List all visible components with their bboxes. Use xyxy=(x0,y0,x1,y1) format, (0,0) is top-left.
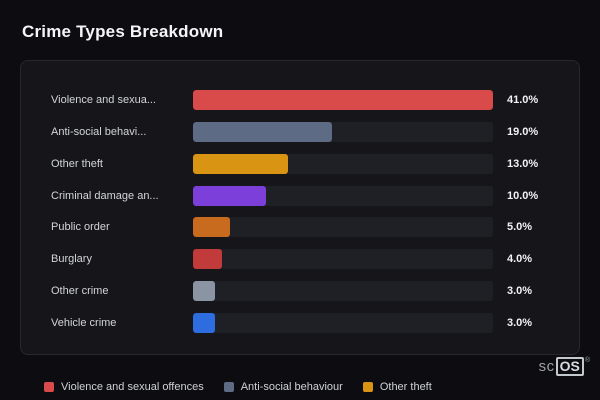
watermark-prefix-text: sc xyxy=(538,358,555,375)
bar-value-label: 3.0% xyxy=(507,285,533,298)
bar-track[interactable] xyxy=(193,185,493,206)
chart-legend: Violence and sexual offences Anti-social… xyxy=(44,381,432,393)
bar-category-label: Public order xyxy=(51,221,110,234)
legend-item-label: Anti-social behaviour xyxy=(240,381,343,393)
bar-row: Other crime 3.0% xyxy=(51,276,549,306)
bar-category-label: Vehicle crime xyxy=(51,316,117,329)
bar-category-label: Violence and sexua... xyxy=(51,94,156,106)
bar-value-label: 3.0% xyxy=(507,316,533,329)
bar-value-label: 19.0% xyxy=(507,125,539,138)
legend-swatch-icon xyxy=(362,382,373,392)
bar-category-label: Other crime xyxy=(51,285,109,298)
bar-row: Burglary 4.0% xyxy=(51,244,549,274)
bar-value-label: 13.0% xyxy=(507,157,539,170)
bar-value-label: 41.0% xyxy=(507,94,539,106)
bar-value-label: 4.0% xyxy=(507,253,533,266)
bar-category-label: Criminal damage an... xyxy=(51,189,159,202)
bar-row: Public order 5.0% xyxy=(51,212,549,242)
bar-row: Criminal damage an... 10.0% xyxy=(51,181,549,211)
bar-value-label: 5.0% xyxy=(507,221,533,234)
bar-track[interactable] xyxy=(193,312,493,333)
watermark-box-text: OS xyxy=(555,357,584,376)
bar-track[interactable] xyxy=(193,121,493,142)
legend-swatch-icon xyxy=(44,382,54,392)
scos-watermark-logo: sc OS ® xyxy=(539,357,590,376)
bar-category-label: Anti-social behavi... xyxy=(51,125,147,138)
legend-item[interactable]: Anti-social behaviour xyxy=(223,381,343,393)
chart-panel: Violence and sexua... 41.0% Anti-social … xyxy=(20,60,580,355)
bar-track[interactable] xyxy=(193,90,493,110)
registered-trademark-icon: ® xyxy=(584,357,590,364)
bars-container: Violence and sexua... 41.0% Anti-social … xyxy=(51,85,549,338)
legend-item[interactable]: Violence and sexual offences xyxy=(44,381,204,393)
bar-track[interactable] xyxy=(193,217,493,238)
bar-fill[interactable] xyxy=(193,185,267,206)
legend-item[interactable]: Other theft xyxy=(362,381,432,393)
bar-fill[interactable] xyxy=(193,121,333,142)
legend-item-label: Other theft xyxy=(379,381,432,393)
legend-swatch-icon xyxy=(223,382,234,392)
bar-row: Violence and sexua... 41.0% xyxy=(51,85,549,115)
bar-fill[interactable] xyxy=(193,312,215,333)
bar-fill[interactable] xyxy=(193,281,215,302)
bar-track[interactable] xyxy=(193,249,493,270)
bar-category-label: Other theft xyxy=(51,157,103,170)
bar-fill[interactable] xyxy=(193,153,289,174)
bar-value-label: 10.0% xyxy=(507,189,539,202)
bar-row: Anti-social behavi... 19.0% xyxy=(51,117,549,147)
legend-item-label: Violence and sexual offences xyxy=(61,381,204,393)
bar-fill[interactable] xyxy=(193,217,230,238)
page-title: Crime Types Breakdown xyxy=(22,22,224,41)
bar-track[interactable] xyxy=(193,281,493,302)
bar-row: Vehicle crime 3.0% xyxy=(51,308,549,338)
bar-category-label: Burglary xyxy=(51,253,92,266)
bar-row: Other theft 13.0% xyxy=(51,149,549,179)
bar-fill[interactable] xyxy=(193,249,223,270)
bar-track[interactable] xyxy=(193,153,493,174)
bar-fill[interactable] xyxy=(193,90,493,110)
